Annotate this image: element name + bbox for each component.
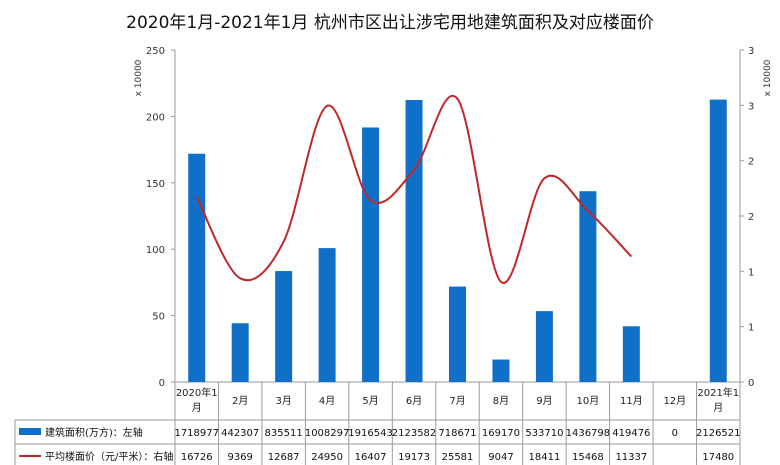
line-value-cell: 11337	[615, 452, 647, 463]
bar	[449, 286, 466, 382]
line-value-cell: 9047	[488, 452, 513, 463]
left-tick-label: 150	[146, 179, 165, 190]
line-value-cell: 17480	[702, 452, 734, 463]
line-value-cell: 19173	[398, 452, 430, 463]
legend-label-line: 平均楼面价（元/平米）：右轴	[45, 450, 173, 463]
line-value-cell: 16407	[355, 452, 387, 463]
category-label: 6月	[406, 395, 422, 407]
bar	[579, 191, 597, 382]
bar-value-cell: 1008297	[305, 428, 350, 439]
bar-value-cell: 533710	[525, 428, 563, 439]
left-tick-label: 0	[159, 378, 165, 389]
bar	[405, 99, 423, 382]
right-axis-unit: x 10000	[763, 59, 773, 96]
bar-value-cell: 835511	[265, 428, 303, 439]
bar	[535, 311, 553, 382]
left-tick-label: 250	[146, 46, 165, 57]
bar	[231, 323, 249, 382]
bar	[318, 248, 336, 382]
category-label: 2021年1	[697, 386, 739, 399]
bar	[622, 326, 640, 382]
left-tick-label: 100	[146, 245, 165, 256]
right-tick-label: 3	[748, 101, 754, 112]
category-label: 月	[192, 402, 202, 414]
category-label: 9月	[536, 395, 552, 407]
category-label: 4月	[319, 395, 335, 407]
right-tick-label: 2	[748, 212, 754, 223]
left-tick-label: 50	[152, 312, 165, 323]
right-tick-label: 1	[748, 267, 754, 278]
bar	[709, 99, 727, 382]
left-axis-unit: x 10000	[134, 59, 144, 96]
right-tick-label: 2	[748, 157, 754, 168]
bar-value-cell: 442307	[221, 428, 259, 439]
line-value-cell: 18411	[529, 452, 561, 463]
category-label: 2020年1	[176, 386, 218, 399]
line-value-cell: 9369	[227, 452, 252, 463]
category-label: 2月	[232, 395, 248, 407]
bar-value-cell: 718671	[438, 428, 476, 439]
legend-label-bars: 建筑面积(万方)：左轴	[45, 426, 143, 439]
bar-value-cell: 2123582	[392, 428, 437, 439]
bar-value-cell: 419476	[612, 428, 650, 439]
bar-value-cell: 1436798	[566, 428, 611, 439]
left-tick-label: 200	[146, 112, 165, 123]
category-label: 8月	[493, 395, 509, 407]
bar-value-cell: 1916543	[348, 428, 393, 439]
bar-value-cell: 1718977	[174, 428, 219, 439]
bar-value-cell: 169170	[482, 428, 520, 439]
bar	[362, 127, 380, 382]
category-label: 11月	[620, 395, 643, 407]
bar-value-cell: 0	[672, 428, 678, 439]
chart-title: 2020年1月-2021年1月 杭州市区出让涉宅用地建筑面积及对应楼面价	[126, 13, 654, 33]
right-tick-label: 0	[748, 378, 754, 389]
right-axis-ticks: 0 1 1 2 2 3 3	[740, 46, 754, 389]
bar	[492, 359, 510, 382]
legend-swatch-bars	[19, 428, 41, 435]
left-axis-ticks: 0 50 100 150 200 250	[146, 46, 175, 389]
bar	[188, 153, 206, 382]
line-value-cell: 25581	[442, 452, 474, 463]
category-label: 10月	[577, 395, 600, 407]
line-value-cell: 12687	[268, 452, 300, 463]
category-label: 月	[713, 402, 723, 414]
category-label: 3月	[275, 395, 291, 407]
bar-series	[188, 99, 727, 382]
line-value-cell: 16726	[181, 452, 213, 463]
right-tick-label: 1	[748, 323, 754, 334]
bar-value-cell: 2126521	[696, 428, 741, 439]
price-line	[195, 94, 633, 284]
category-label: 7月	[449, 395, 465, 407]
line-value-cell: 24950	[311, 452, 343, 463]
line-value-cell: 15468	[572, 452, 604, 463]
category-label: 5月	[362, 395, 378, 407]
category-label: 12月	[663, 395, 686, 407]
right-tick-label: 3	[748, 46, 754, 57]
data-table: 2020年1 月 2月 3月 4月 5月 6月 7月 8月 9月 10月 11月 12月 2021年1 月建…	[14, 382, 741, 465]
bar	[275, 271, 293, 382]
